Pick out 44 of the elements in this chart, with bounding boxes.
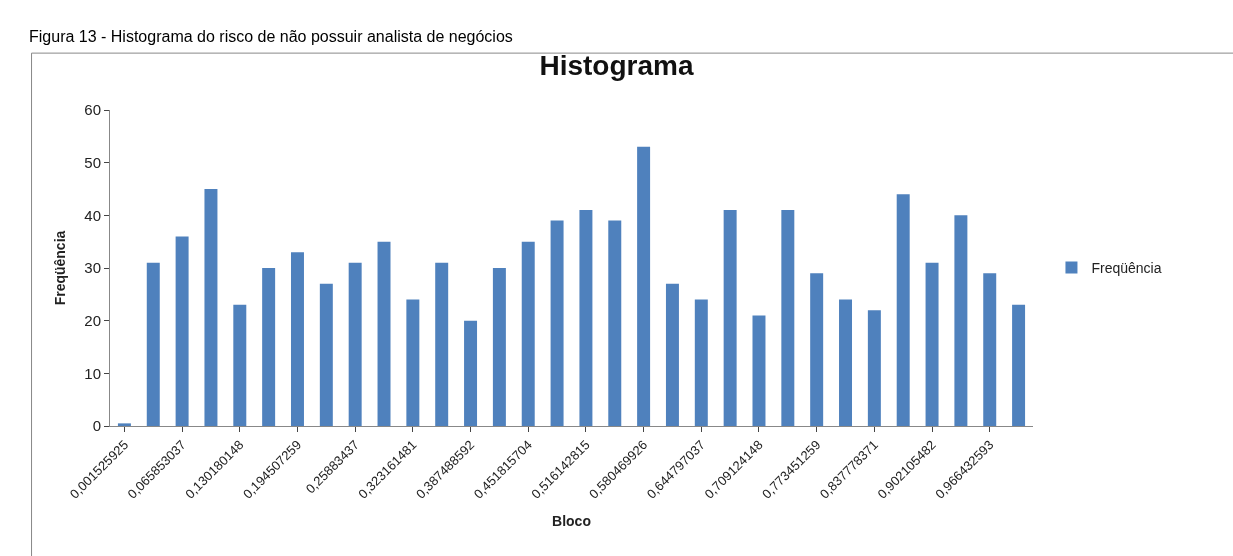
bar	[867, 310, 881, 426]
bar	[839, 299, 853, 426]
bar	[694, 299, 708, 426]
y-tick-label: 30	[84, 259, 101, 277]
y-tick-label: 10	[84, 364, 101, 382]
bar	[521, 241, 535, 426]
bar	[233, 304, 247, 426]
bar	[146, 262, 160, 426]
y-tick-label: 60	[84, 101, 101, 119]
bar	[175, 236, 189, 426]
y-tick-label: 20	[84, 311, 101, 329]
bar	[723, 210, 737, 426]
bar	[117, 423, 131, 426]
bar	[665, 283, 679, 426]
y-tick-label: 50	[84, 153, 101, 171]
bar	[319, 283, 333, 426]
bar	[435, 262, 449, 426]
y-tick-label: 0	[92, 417, 101, 435]
bar	[579, 210, 593, 426]
bar	[954, 215, 968, 426]
y-tick-label: 40	[84, 206, 101, 224]
legend-label: Freqüência	[1091, 260, 1162, 277]
bar	[290, 252, 304, 426]
chart-title: Histograma	[539, 50, 694, 82]
bar	[781, 210, 795, 426]
bar	[492, 268, 506, 426]
bar	[752, 315, 766, 426]
bar	[406, 299, 420, 426]
text: Figura 13 - Histograma do risco de não possuir analista de negócios	[29, 28, 513, 45]
bar	[464, 320, 478, 426]
bar	[896, 194, 910, 426]
x-axis-title: Bloco	[552, 512, 591, 529]
y-axis-title: Freqüência	[51, 230, 68, 306]
bar	[608, 220, 622, 426]
bar	[925, 262, 939, 426]
bar	[204, 189, 218, 426]
bar	[377, 241, 391, 426]
bar	[637, 146, 651, 426]
bar	[1012, 304, 1026, 426]
bar	[810, 273, 824, 426]
bar	[983, 273, 997, 426]
bar	[262, 268, 276, 426]
bar	[348, 262, 362, 426]
bar	[550, 220, 564, 426]
